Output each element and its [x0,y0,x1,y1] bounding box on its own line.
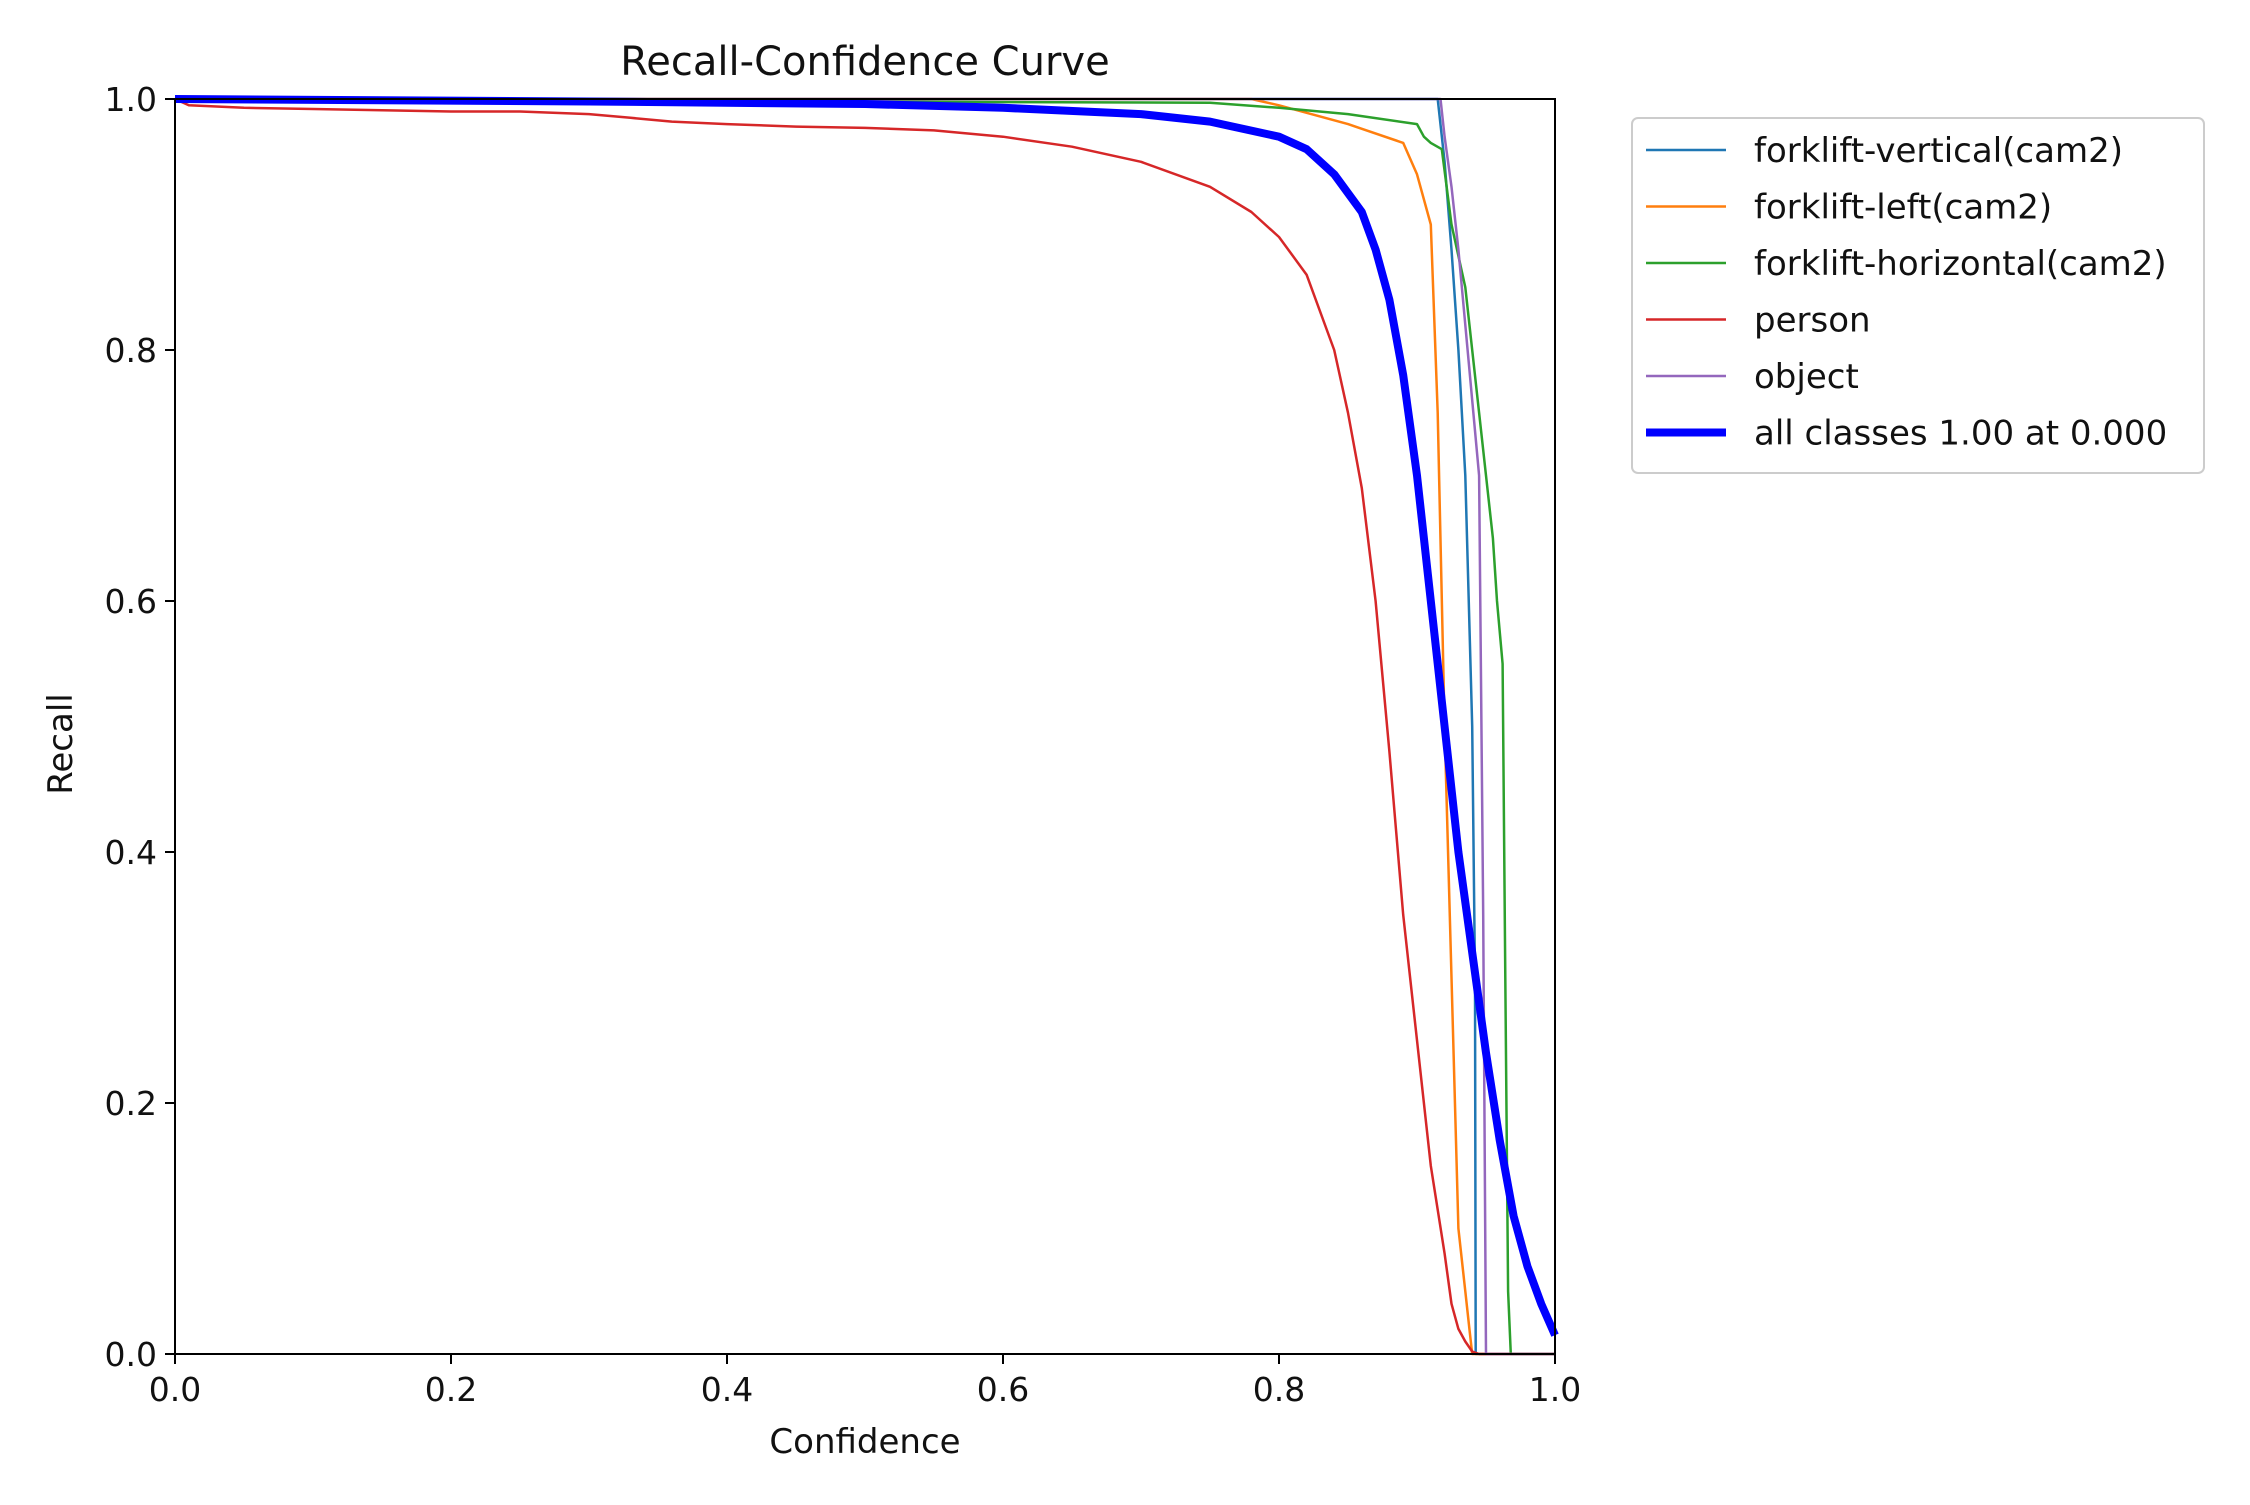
x-tick-label: 0.2 [425,1370,477,1409]
chart-title: Recall-Confidence Curve [620,39,1109,85]
plot-layer [175,95,1559,1356]
y-tick-label: 0.6 [105,582,157,621]
legend-box [1631,117,2205,474]
axis-layer: 0.0 0.2 0.4 0.6 0.8 1.0 0.0 0.2 0.4 0.6 0.8 1.0 [105,80,1582,1409]
y-tick-label: 0.0 [105,1335,157,1374]
x-tick-label: 1.0 [1529,1370,1581,1409]
y-tick-label: 0.8 [105,331,157,370]
y-tick-label: 0.4 [105,833,157,872]
y-tick-label: 1.0 [105,80,157,119]
legend-label: forklift-horizontal(cam2) [1754,244,2167,284]
series-line-0 [175,97,1555,1356]
y-axis-label: Recall [41,693,81,794]
x-tick-label: 0.8 [1253,1370,1305,1409]
series-line-5 [175,95,1559,1337]
legend-label: forklift-vertical(cam2) [1754,131,2123,171]
legend-label: object [1754,357,1859,397]
series-lines [175,95,1559,1356]
legend: forklift-vertical(cam2) forklift-left(cam… [1631,117,2205,474]
legend-label: person [1754,301,1871,341]
plot-frame [174,98,1556,1355]
legend-label: forklift-left(cam2) [1754,188,2052,228]
series-line-1 [175,97,1555,1356]
legend-label: all classes 1.00 at 0.000 [1754,414,2167,454]
x-tick-label: 0.0 [149,1370,201,1409]
x-tick-label: 0.4 [701,1370,753,1409]
y-tick-label: 0.2 [105,1084,157,1123]
x-axis-label: Confidence [769,1422,960,1462]
series-line-3 [175,97,1555,1356]
x-tick-label: 0.6 [977,1370,1029,1409]
